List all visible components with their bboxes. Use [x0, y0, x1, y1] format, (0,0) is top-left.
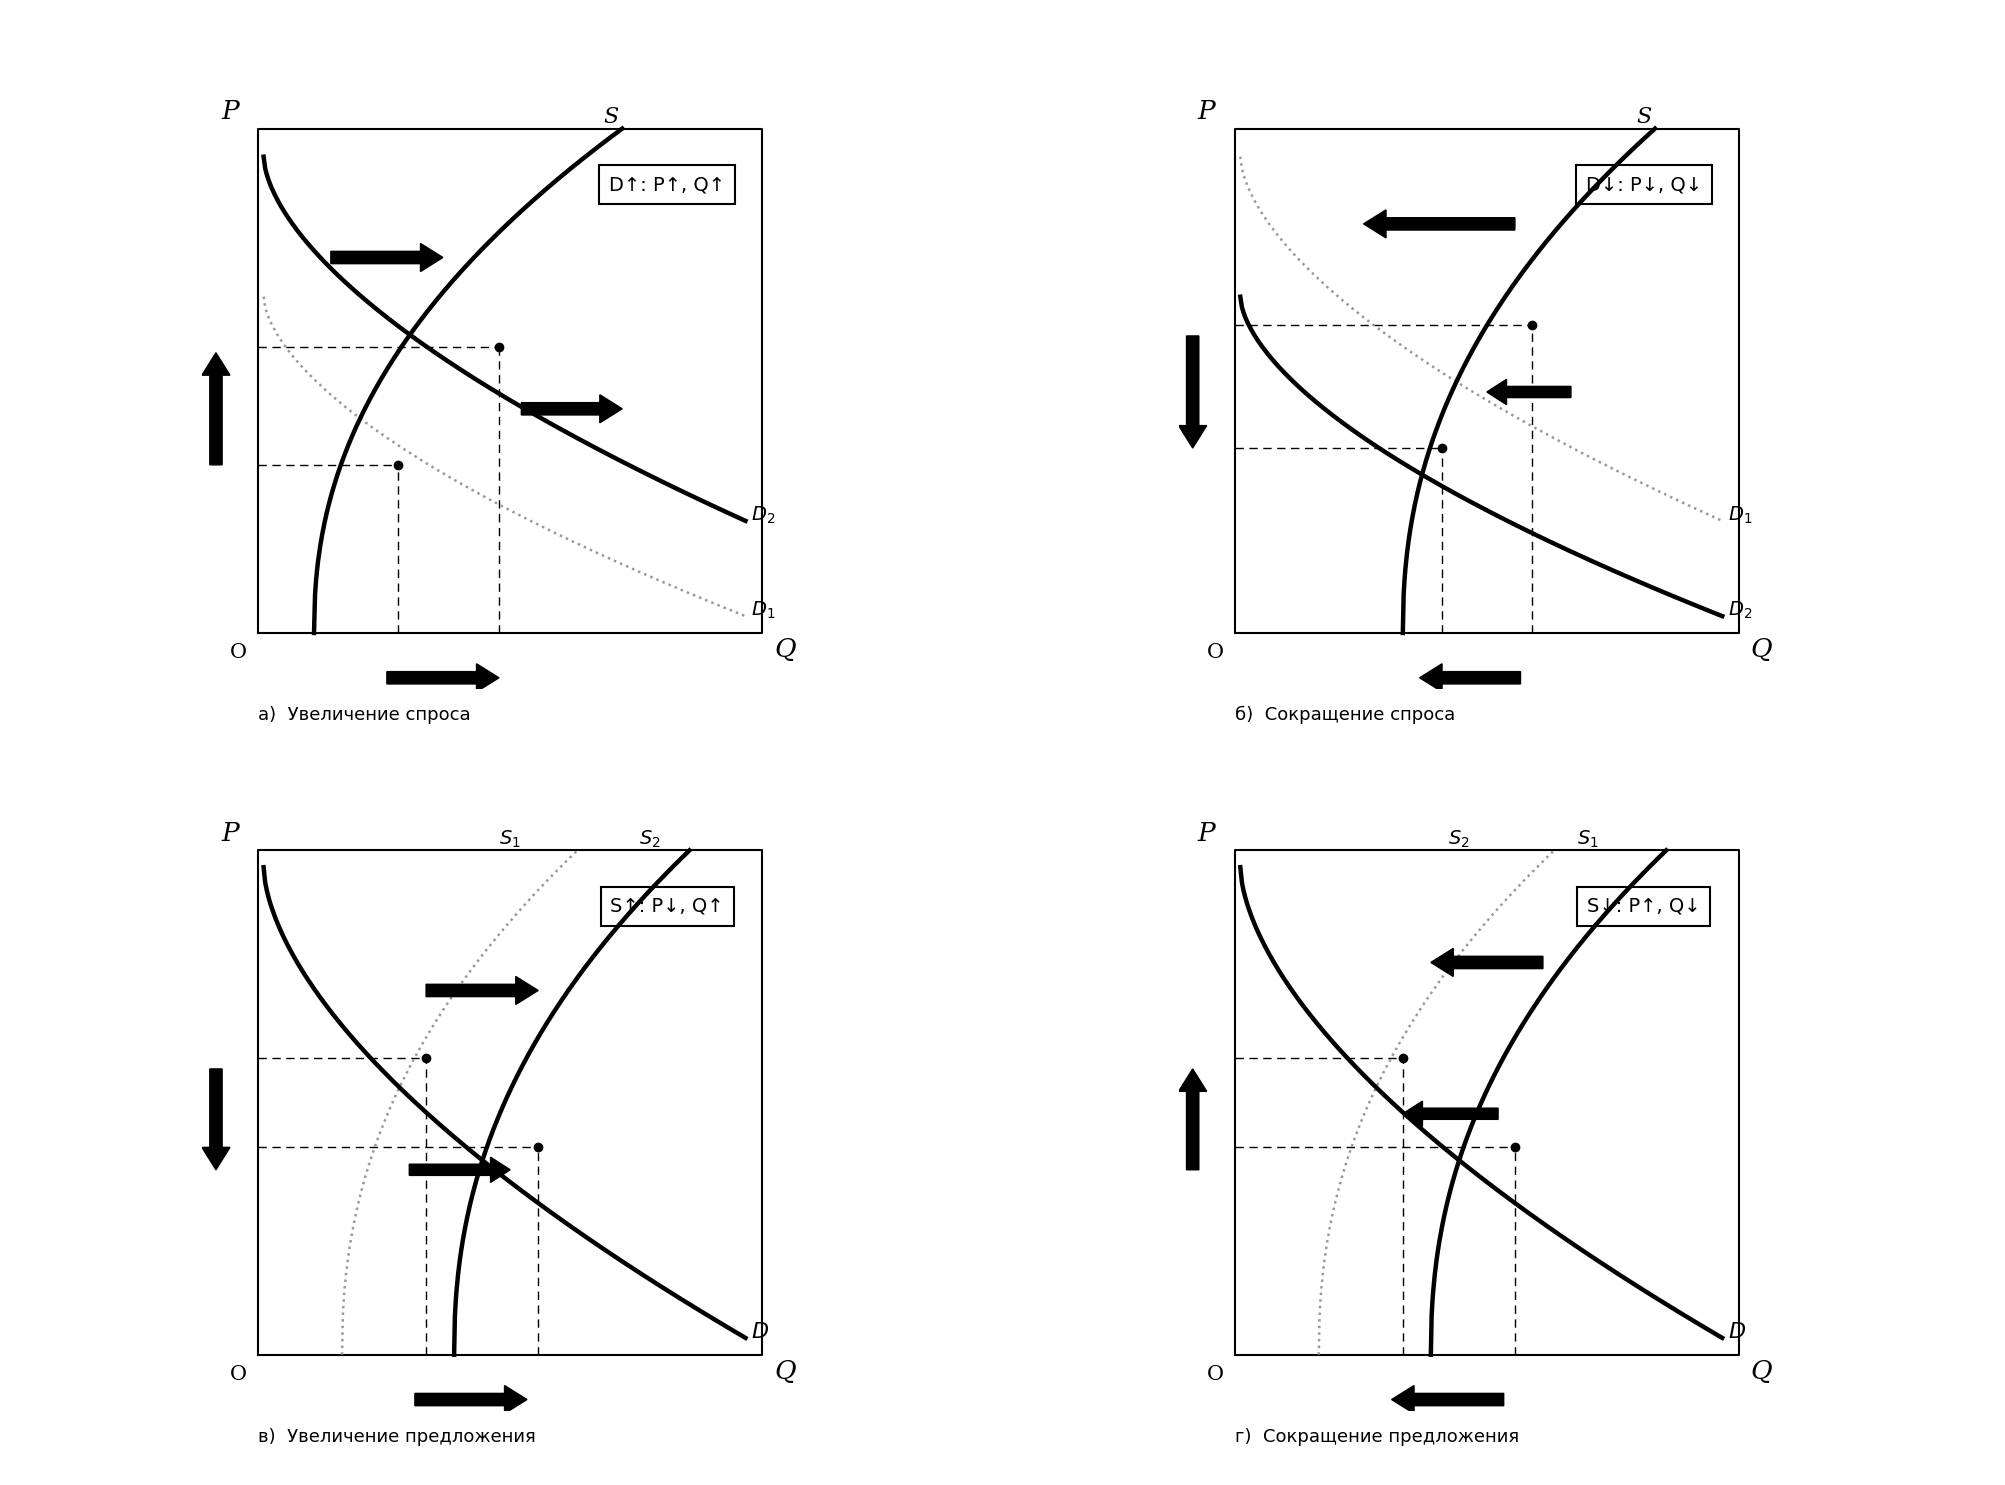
Text: P: P: [1197, 821, 1215, 846]
FancyArrow shape: [409, 1157, 509, 1182]
Text: $D$: $D$: [752, 1322, 770, 1344]
Text: $S_2$: $S_2$: [1448, 829, 1470, 849]
Text: O: O: [231, 1365, 247, 1384]
Text: S↓: P↑, Q↓: S↓: P↑, Q↓: [1588, 897, 1700, 916]
Text: O: O: [1207, 643, 1223, 662]
Text: S: S: [604, 105, 620, 128]
Text: Q: Q: [774, 637, 796, 662]
FancyArrow shape: [521, 395, 622, 423]
Text: D↓: P↓, Q↓: D↓: P↓, Q↓: [1586, 175, 1702, 195]
FancyArrow shape: [203, 1069, 231, 1170]
Text: г)  Сокращение предложения: г) Сокращение предложения: [1235, 1427, 1520, 1445]
Text: $D_1$: $D_1$: [752, 600, 776, 621]
Text: а)  Увеличение спроса: а) Увеличение спроса: [259, 705, 471, 723]
Text: $D_1$: $D_1$: [1728, 505, 1752, 526]
Text: O: O: [231, 643, 247, 662]
Text: S↑: P↓, Q↑: S↑: P↓, Q↑: [610, 897, 724, 916]
Text: Q: Q: [1750, 637, 1772, 662]
Text: $S_1$: $S_1$: [1576, 829, 1598, 849]
Text: $D_2$: $D_2$: [1728, 600, 1752, 621]
FancyArrow shape: [1179, 1069, 1207, 1170]
FancyArrow shape: [1391, 1386, 1504, 1414]
FancyArrow shape: [331, 244, 443, 272]
Text: $D$: $D$: [1728, 1322, 1746, 1344]
Text: в)  Увеличение предложения: в) Увеличение предложения: [259, 1427, 535, 1445]
Text: Q: Q: [1750, 1359, 1772, 1384]
FancyArrow shape: [1420, 664, 1520, 692]
Text: P: P: [221, 821, 239, 846]
Text: P: P: [1197, 99, 1215, 125]
FancyArrow shape: [415, 1386, 527, 1414]
Text: Q: Q: [774, 1359, 796, 1384]
Text: P: P: [221, 99, 239, 125]
FancyArrow shape: [1432, 949, 1544, 977]
FancyArrow shape: [427, 977, 537, 1004]
Text: O: O: [1207, 1365, 1223, 1384]
Text: $D_2$: $D_2$: [752, 505, 776, 526]
FancyArrow shape: [1404, 1102, 1498, 1126]
Text: б)  Сокращение спроса: б) Сокращение спроса: [1235, 705, 1456, 725]
FancyArrow shape: [203, 353, 231, 465]
FancyArrow shape: [1179, 336, 1207, 448]
Text: S: S: [1636, 105, 1652, 128]
FancyArrow shape: [1488, 379, 1572, 404]
FancyArrow shape: [1363, 209, 1516, 238]
FancyArrow shape: [387, 664, 499, 692]
Text: D↑: P↑, Q↑: D↑: P↑, Q↑: [610, 175, 726, 195]
Text: $S_2$: $S_2$: [640, 829, 662, 849]
Text: $S_1$: $S_1$: [499, 829, 521, 849]
